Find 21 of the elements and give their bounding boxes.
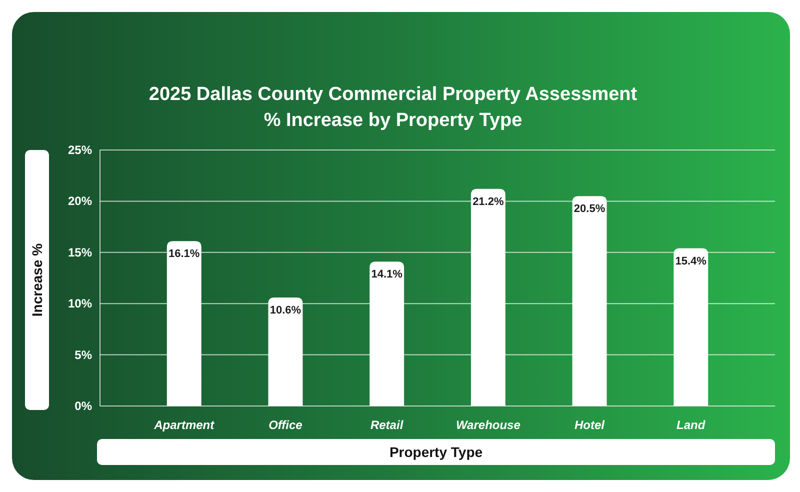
x-tick-label: Hotel (574, 418, 606, 432)
y-tick-label: 25% (68, 143, 92, 157)
x-tick-label: Office (268, 418, 303, 432)
data-label: 20.5% (574, 203, 606, 216)
x-tick-label: Apartment (153, 418, 216, 432)
data-label: 16.1% (168, 248, 200, 260)
y-tick-label: 10% (68, 296, 92, 311)
data-label: 15.4% (675, 255, 707, 268)
y-axis-title: Increase % (29, 242, 45, 317)
y-tick-label: 20% (68, 194, 92, 208)
x-tick-label: Retail (370, 418, 404, 432)
chart-title: 2025 Dallas County Commercial Property Assessment % Increase by Property Type (148, 84, 638, 131)
y-tick-label: 0% (74, 399, 92, 413)
x-axis-title: Property Type (389, 444, 483, 460)
x-tick-label: Land (676, 418, 706, 432)
data-label: 21.2% (472, 196, 504, 208)
y-tick-label: 15% (68, 245, 92, 260)
data-label: 10.6% (270, 304, 302, 316)
x-tick-label: Warehouse (456, 418, 521, 432)
y-tick-label: 5% (74, 348, 92, 362)
data-label: 14.1% (371, 268, 403, 281)
